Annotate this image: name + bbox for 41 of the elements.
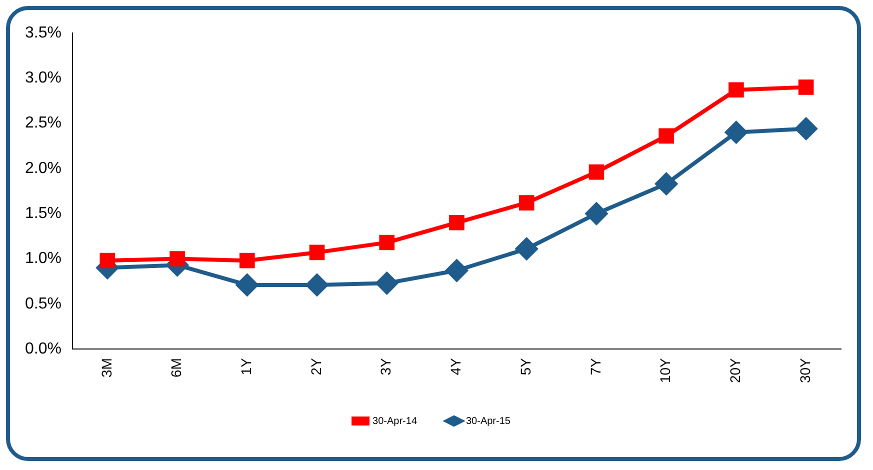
y-tick-label: 0.0% (25, 340, 62, 358)
legend-label: 30-Apr-15 (466, 416, 511, 427)
y-tick-label: 2.5% (25, 114, 62, 132)
point (655, 172, 678, 195)
point (236, 274, 258, 296)
x-tick-label: 5Y (517, 357, 534, 376)
x-tick-label: 6M (168, 358, 184, 378)
x-tick-label: 30Y (796, 357, 813, 384)
point (795, 118, 818, 140)
point (588, 164, 604, 180)
y-tick-label: 1.5% (25, 205, 62, 222)
point (658, 128, 674, 144)
y-tick-label: 3.0% (25, 70, 62, 87)
point (449, 214, 464, 230)
y-tick-label: 0.5% (25, 295, 62, 312)
x-tick-label: 4Y (448, 357, 464, 376)
point (516, 238, 538, 260)
x-tick-label: 3Y (378, 357, 394, 376)
point (446, 260, 468, 282)
x-tick-label: 7Y (587, 357, 604, 376)
point (309, 244, 325, 260)
point (585, 202, 608, 225)
y-tick-label: 2.0% (25, 160, 62, 177)
point (100, 252, 116, 268)
x-tick-label: 20Y (727, 357, 744, 384)
y-tick-label: 3.5% (25, 24, 62, 42)
legend-label: 30-Apr-14 (372, 416, 418, 427)
point (725, 121, 748, 144)
y-tick-label: 1.0% (25, 250, 62, 268)
point (518, 195, 534, 210)
x-tick-label: 10Y (657, 357, 674, 384)
x-tick-label: 3M (98, 358, 114, 378)
point (798, 80, 814, 95)
point (306, 274, 328, 296)
point (379, 234, 395, 250)
point (728, 82, 744, 98)
x-tick-label: 2Y (308, 357, 324, 376)
point (170, 251, 185, 266)
x-tick-label: 1Y (238, 357, 254, 376)
point (376, 272, 398, 294)
point (239, 252, 255, 268)
